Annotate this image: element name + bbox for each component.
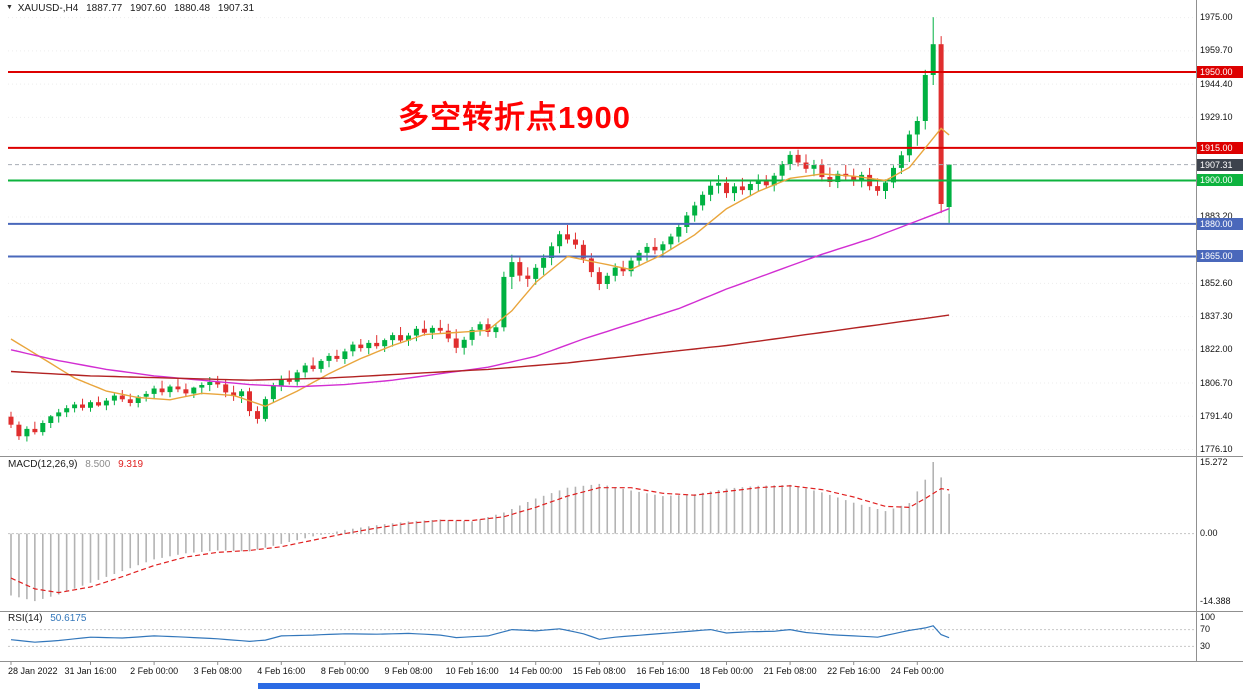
time-axis-label: 18 Feb 00:00: [699, 666, 754, 676]
rsi-axis-label: 70: [1200, 624, 1211, 635]
price-grid-label: 1822.00: [1200, 344, 1233, 355]
macd-signal-value: 9.319: [118, 459, 144, 470]
time-axis-label: 8 Feb 00:00: [320, 666, 369, 676]
time-axis-label: 28 Jan 2022: [8, 666, 58, 676]
price-grid-label: 1883.20: [1200, 211, 1233, 222]
level-price-badge: 1900.00: [1197, 174, 1243, 187]
price-grid-label: 1929.10: [1200, 111, 1233, 122]
macd-main-value: 8.500: [85, 459, 111, 470]
chart-title: ▼ XAUUSD-,H4 1887.77 1907.60 1880.48 190…: [6, 3, 259, 14]
time-axis-label: 15 Feb 08:00: [572, 666, 626, 676]
time-axis-label: 4 Feb 16:00: [257, 666, 306, 676]
annotation-text: 多空转折点1900: [398, 100, 631, 135]
level-price-badge: 1865.00: [1197, 250, 1243, 263]
time-axis-label: 22 Feb 16:00: [827, 666, 881, 676]
price-grid-label: 1959.70: [1200, 45, 1233, 56]
rsi-axis-label: 30: [1200, 640, 1211, 651]
macd-axis-label: 15.272: [1200, 456, 1228, 467]
time-axis-label: 9 Feb 08:00: [384, 666, 433, 676]
level-price-badge: 1915.00: [1197, 141, 1243, 154]
rsi-indicator-label: RSI(14) 50.6175: [8, 613, 91, 624]
time-axis-label: 3 Feb 08:00: [193, 666, 242, 676]
price-grid-label: 1975.00: [1200, 12, 1233, 23]
price-grid-label: 1791.40: [1200, 410, 1233, 421]
rsi-axis-label: 100: [1200, 611, 1216, 622]
collapse-arrow-icon[interactable]: ▼: [6, 4, 13, 11]
macd-axis-label: 0.00: [1200, 528, 1218, 539]
symbol-timeframe: XAUUSD-,H4: [17, 3, 79, 14]
time-axis-label: 2 Feb 00:00: [130, 666, 179, 676]
current-price-badge: 1907.31: [1197, 158, 1243, 171]
time-axis-label: 10 Feb 16:00: [445, 666, 499, 676]
rsi-name: RSI(14): [8, 613, 43, 624]
price-axis[interactable]: 1975.00 1959.70 1944.40 1929.10 1883.20 1852.…: [1196, 0, 1243, 661]
ohlc-close: 1907.31: [217, 3, 255, 14]
price-grid-label: 1944.40: [1200, 78, 1233, 89]
price-grid-label: 1776.10: [1200, 443, 1233, 454]
taskbar-fragment: [258, 683, 700, 689]
rsi-value: 50.6175: [50, 613, 87, 624]
ohlc-high: 1907.60: [130, 3, 167, 14]
level-price-badge: 1880.00: [1197, 217, 1243, 230]
level-price-badge: 1950.00: [1197, 65, 1243, 78]
time-axis-label: 14 Feb 00:00: [509, 666, 563, 676]
macd-indicator-label: MACD(12,26,9) 8.500 9.319: [8, 459, 148, 470]
time-axis-label: 21 Feb 08:00: [763, 666, 817, 676]
time-axis-label: 31 Jan 16:00: [64, 666, 117, 676]
time-axis[interactable]: 28 Jan 2022 31 Jan 16:00 2 Feb 00:00 3 Feb …: [0, 661, 1243, 683]
macd-axis-label: -14.388: [1200, 595, 1231, 606]
time-axis-label: 24 Feb 00:00: [890, 666, 944, 676]
ohlc-open: 1887.77: [86, 3, 123, 14]
time-axis-label: 16 Feb 16:00: [636, 666, 690, 676]
price-grid-label: 1852.60: [1200, 277, 1233, 288]
price-grid-label: 1806.70: [1200, 377, 1233, 388]
ohlc-low: 1880.48: [173, 3, 211, 14]
macd-name: MACD(12,26,9): [8, 459, 78, 470]
price-grid-label: 1837.30: [1200, 311, 1233, 322]
